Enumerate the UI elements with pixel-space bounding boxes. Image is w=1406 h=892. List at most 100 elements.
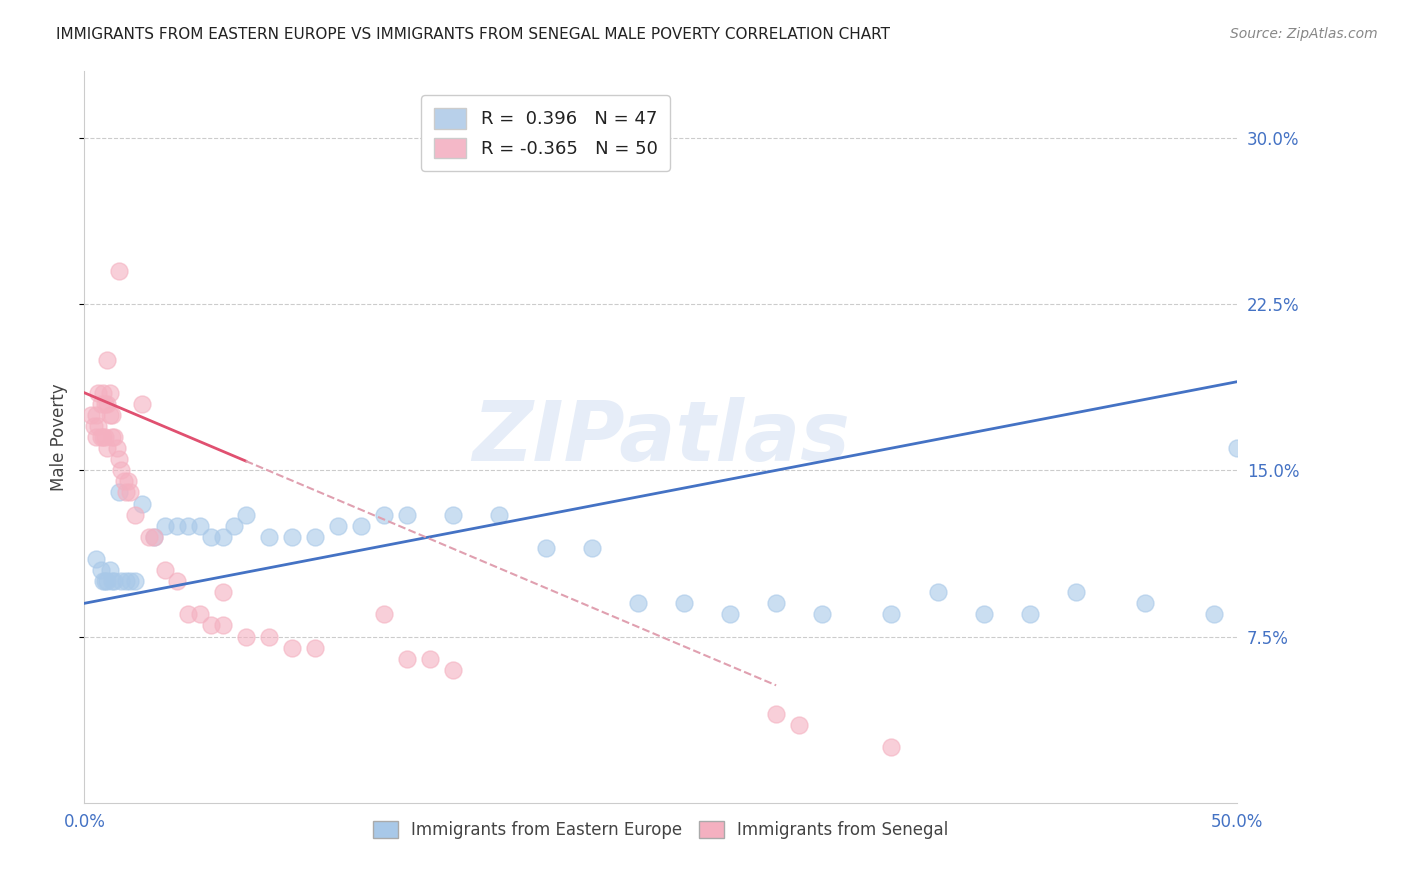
Point bbox=[89, 430, 111, 444]
Point bbox=[188, 518, 211, 533]
Point bbox=[94, 397, 117, 411]
Point bbox=[811, 607, 834, 622]
Point bbox=[188, 607, 211, 622]
Point bbox=[117, 475, 139, 489]
Point bbox=[1064, 585, 1087, 599]
Point bbox=[110, 574, 132, 589]
Point bbox=[235, 508, 257, 522]
Point bbox=[131, 497, 153, 511]
Point bbox=[89, 563, 111, 577]
Point bbox=[880, 740, 903, 755]
Point bbox=[177, 518, 200, 533]
Point bbox=[927, 585, 949, 599]
Point bbox=[98, 385, 121, 400]
Point bbox=[153, 563, 176, 577]
Point bbox=[581, 541, 603, 555]
Point bbox=[84, 430, 107, 444]
Point bbox=[1204, 607, 1226, 622]
Point bbox=[257, 530, 280, 544]
Point bbox=[718, 607, 741, 622]
Point bbox=[84, 552, 107, 566]
Point bbox=[124, 508, 146, 522]
Point bbox=[373, 607, 395, 622]
Point bbox=[441, 663, 464, 677]
Point bbox=[1018, 607, 1040, 622]
Point bbox=[142, 530, 165, 544]
Point bbox=[98, 408, 121, 422]
Point bbox=[101, 408, 124, 422]
Point bbox=[103, 430, 125, 444]
Point bbox=[96, 441, 118, 455]
Point bbox=[257, 630, 280, 644]
Point bbox=[373, 508, 395, 522]
Point bbox=[973, 607, 995, 622]
Point bbox=[112, 475, 135, 489]
Point bbox=[80, 408, 103, 422]
Point bbox=[91, 430, 114, 444]
Point bbox=[120, 574, 142, 589]
Point bbox=[765, 707, 787, 722]
Point bbox=[115, 485, 138, 500]
Point bbox=[96, 574, 118, 589]
Point bbox=[177, 607, 200, 622]
Point bbox=[96, 352, 118, 367]
Legend: Immigrants from Eastern Europe, Immigrants from Senegal: Immigrants from Eastern Europe, Immigran… bbox=[367, 814, 955, 846]
Point bbox=[281, 640, 304, 655]
Point bbox=[131, 397, 153, 411]
Point bbox=[120, 485, 142, 500]
Point bbox=[211, 618, 233, 632]
Point bbox=[101, 430, 124, 444]
Point bbox=[108, 485, 131, 500]
Point bbox=[166, 518, 188, 533]
Point bbox=[1133, 596, 1156, 610]
Point bbox=[211, 585, 233, 599]
Point bbox=[281, 530, 304, 544]
Point bbox=[84, 408, 107, 422]
Point bbox=[142, 530, 165, 544]
Point bbox=[94, 574, 117, 589]
Point bbox=[166, 574, 188, 589]
Point bbox=[83, 419, 105, 434]
Point bbox=[534, 541, 557, 555]
Point bbox=[153, 518, 176, 533]
Point bbox=[110, 463, 132, 477]
Point bbox=[91, 574, 114, 589]
Point bbox=[108, 452, 131, 467]
Point bbox=[419, 651, 441, 665]
Point bbox=[96, 397, 118, 411]
Point bbox=[627, 596, 650, 610]
Point bbox=[200, 618, 222, 632]
Point bbox=[94, 430, 117, 444]
Point bbox=[124, 574, 146, 589]
Point bbox=[880, 607, 903, 622]
Point bbox=[211, 530, 233, 544]
Point bbox=[101, 574, 124, 589]
Point bbox=[304, 530, 326, 544]
Point bbox=[108, 264, 131, 278]
Point bbox=[441, 508, 464, 522]
Text: IMMIGRANTS FROM EASTERN EUROPE VS IMMIGRANTS FROM SENEGAL MALE POVERTY CORRELATI: IMMIGRANTS FROM EASTERN EUROPE VS IMMIGR… bbox=[56, 27, 890, 42]
Point bbox=[224, 518, 246, 533]
Point bbox=[235, 630, 257, 644]
Point bbox=[91, 385, 114, 400]
Text: ZIPatlas: ZIPatlas bbox=[472, 397, 849, 477]
Point bbox=[396, 508, 419, 522]
Point bbox=[488, 508, 510, 522]
Text: Source: ZipAtlas.com: Source: ZipAtlas.com bbox=[1230, 27, 1378, 41]
Point bbox=[304, 640, 326, 655]
Point bbox=[89, 397, 111, 411]
Y-axis label: Male Poverty: Male Poverty bbox=[49, 384, 67, 491]
Point bbox=[350, 518, 373, 533]
Point bbox=[396, 651, 419, 665]
Point bbox=[103, 574, 125, 589]
Point bbox=[765, 596, 787, 610]
Point bbox=[787, 718, 810, 732]
Point bbox=[672, 596, 695, 610]
Point bbox=[326, 518, 349, 533]
Point bbox=[98, 563, 121, 577]
Point bbox=[115, 574, 138, 589]
Point bbox=[138, 530, 160, 544]
Point bbox=[200, 530, 222, 544]
Point bbox=[105, 441, 128, 455]
Point bbox=[87, 385, 110, 400]
